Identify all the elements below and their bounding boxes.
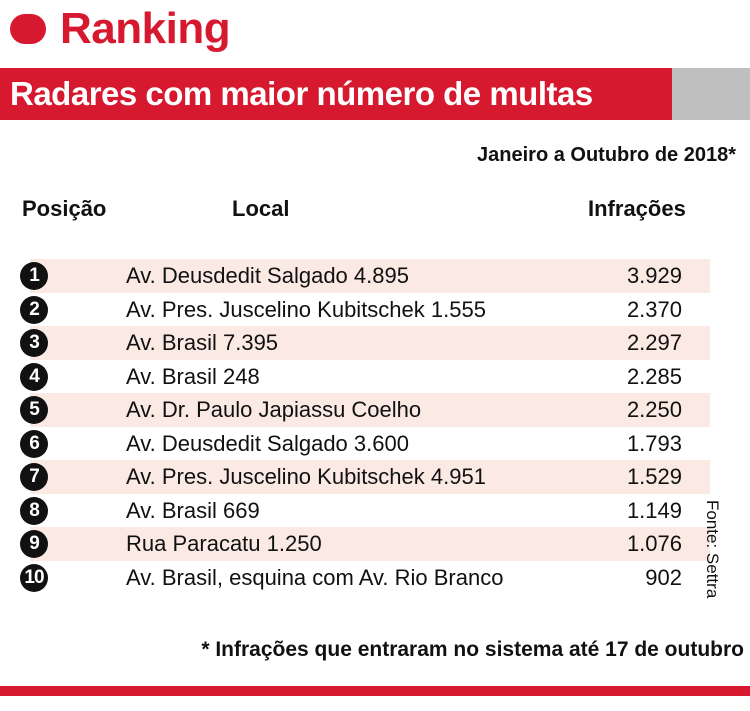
table-row: 1 Av. Deusdedit Salgado 4.895 3.929	[0, 259, 750, 293]
location-cell: Rua Paracatu 1.250	[126, 531, 322, 556]
rank-badge: 8	[20, 496, 48, 525]
title-banner: Radares com maior número de multas	[0, 68, 750, 120]
table-row: 10 Av. Brasil, esquina com Av. Rio Branc…	[0, 561, 750, 595]
infractions-cell: 1.076	[626, 531, 682, 556]
footnote: * Infrações que entraram no sistema até …	[201, 638, 744, 661]
row-band	[30, 527, 710, 561]
rank-badge: 7	[20, 463, 48, 491]
row-band	[30, 259, 710, 293]
rank-badge: 6	[20, 429, 48, 458]
column-header-infractions: Infrações	[588, 196, 686, 221]
location-cell: Av. Deusdedit Salgado 4.895	[126, 263, 409, 288]
table-row: 6 Av. Deusdedit Salgado 3.600 1.793	[0, 427, 750, 461]
infractions-cell: 2.297	[626, 330, 682, 355]
infractions-cell: 1.529	[626, 464, 682, 489]
table-row: 3 Av. Brasil 7.395 2.297	[0, 326, 750, 360]
infractions-cell: 3.929	[626, 263, 682, 288]
table-row: 8 Av. Brasil 669 1.149	[0, 494, 750, 528]
infractions-cell: 2.285	[626, 363, 682, 389]
table-row: 5 Av. Dr. Paulo Japiassu Coelho 2.250	[0, 393, 750, 427]
rank-badge: 9	[20, 530, 48, 558]
location-cell: Av. Pres. Juscelino Kubitschek 4.951	[126, 464, 486, 489]
infractions-cell: 1.793	[626, 430, 682, 456]
row-band	[30, 326, 710, 360]
rank-badge: 1	[20, 262, 48, 290]
table-row: 9 Rua Paracatu 1.250 1.076	[0, 527, 750, 561]
rank-badge: 2	[20, 295, 48, 324]
location-cell: Av. Dr. Paulo Japiassu Coelho	[126, 397, 422, 422]
location-cell: Av. Pres. Juscelino Kubitschek 1.555	[126, 296, 486, 322]
row-band	[30, 460, 710, 494]
bottom-rule	[0, 686, 750, 696]
location-cell: Av. Brasil 7.395	[126, 330, 279, 355]
location-cell: Av. Brasil 669	[126, 497, 260, 523]
section-marker-icon	[10, 14, 46, 44]
rank-badge: 5	[20, 396, 48, 424]
period-label: Janeiro a Outubro de 2018*	[477, 144, 736, 166]
location-cell: Av. Deusdedit Salgado 3.600	[126, 430, 409, 456]
column-header-location: Local	[232, 196, 290, 221]
table-row: 2 Av. Pres. Juscelino Kubitschek 1.555 2…	[0, 293, 750, 327]
page-title: Radares com maior número de multas	[10, 75, 593, 112]
table-row: 4 Av. Brasil 248 2.285	[0, 360, 750, 394]
rank-badge: 4	[20, 362, 48, 391]
source-credit: Fonte: Settra	[703, 500, 722, 599]
rank-badge: 10	[20, 563, 48, 592]
location-cell: Av. Brasil 248	[126, 363, 260, 389]
infractions-cell: 1.149	[626, 497, 682, 523]
title-banner-tab	[672, 68, 750, 120]
column-header-position: Posição	[22, 196, 107, 221]
ranking-table: 1 Av. Deusdedit Salgado 4.895 3.929 2 Av…	[0, 259, 750, 594]
table-row: 7 Av. Pres. Juscelino Kubitschek 4.951 1…	[0, 460, 750, 494]
infractions-cell: 902	[645, 564, 682, 590]
infractions-cell: 2.250	[626, 397, 682, 422]
rank-badge: 3	[20, 329, 48, 357]
infractions-cell: 2.370	[626, 296, 682, 322]
section-title: Ranking	[60, 4, 231, 53]
row-band	[30, 393, 710, 427]
title-banner-red: Radares com maior número de multas	[0, 68, 672, 120]
location-cell: Av. Brasil, esquina com Av. Rio Branco	[126, 564, 504, 590]
